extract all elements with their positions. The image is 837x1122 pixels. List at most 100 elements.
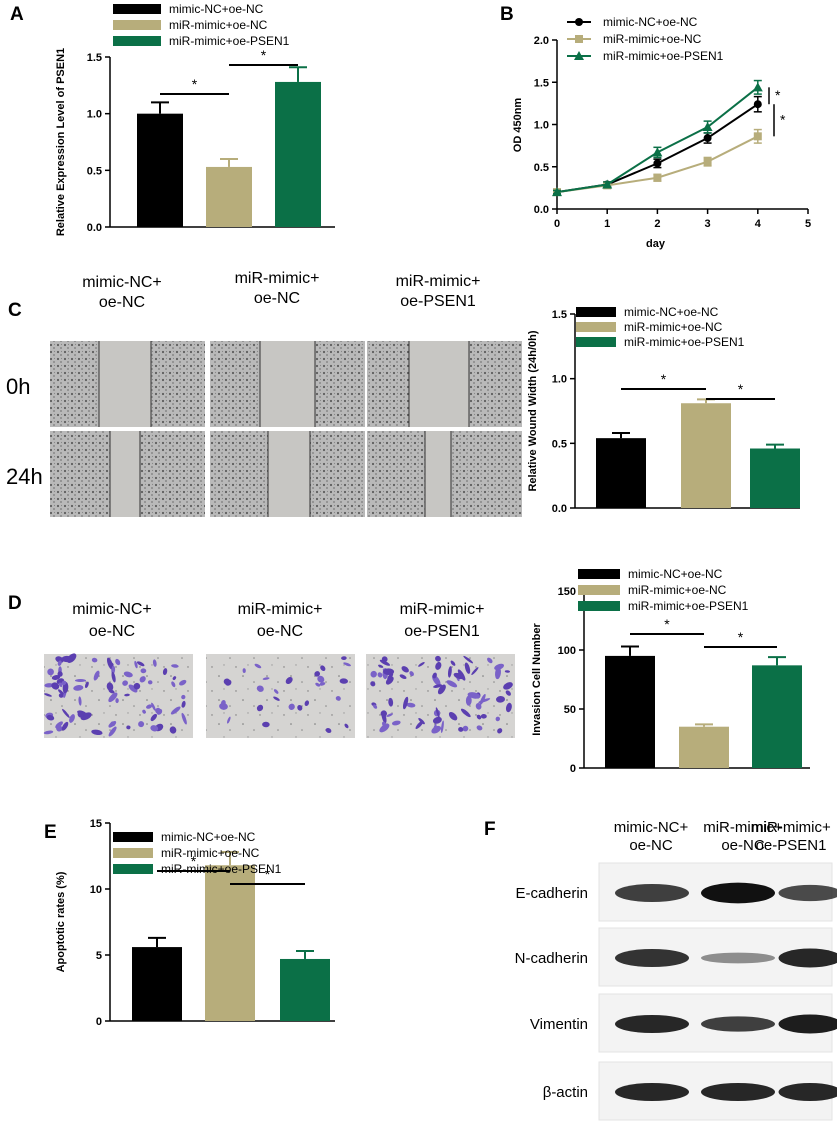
cell-stain — [304, 700, 310, 707]
cell-stain — [418, 662, 425, 667]
cell-stain — [373, 704, 378, 709]
cell-stain — [51, 682, 60, 690]
chart-d-y-tick-label: 50 — [564, 704, 576, 716]
cell-stain — [435, 661, 442, 670]
cell-stain — [377, 672, 383, 678]
cell-stain — [69, 714, 75, 723]
cell-stain — [150, 713, 158, 722]
chart-d-y-tick-label: 0 — [570, 763, 576, 775]
cell-stain — [435, 707, 440, 718]
chart-a-significance-star: * — [192, 76, 198, 92]
cell-stain — [402, 696, 409, 710]
chart-c-wound-width: 0.0 0.5 1.0 1.5 Relative Wound Width (24h/0h… — [527, 305, 800, 515]
cell-stain — [170, 706, 181, 715]
chart-b-x-tick-label: 4 — [755, 218, 762, 230]
chart-b-x-tick-label: 3 — [705, 218, 711, 230]
chart-d-legend-label-2: miR-mimic+oe-NC — [628, 583, 727, 597]
chart-b-x-tick-label: 0 — [554, 218, 560, 230]
wound-group-label-1-line1: mimic-NC+ — [82, 274, 162, 291]
chart-b-point-1 — [753, 100, 762, 109]
cell-stain — [44, 683, 54, 688]
cell-stain — [138, 721, 145, 728]
cell-stain — [58, 693, 64, 698]
chart-c-legend-swatch-3 — [576, 337, 616, 347]
cell-stain — [480, 713, 487, 719]
cell-stain — [73, 685, 84, 691]
invasion-group-label-3-line1: miR-mimic+ — [400, 601, 485, 618]
chart-b-y-axis-label: OD 450nm — [512, 98, 524, 153]
cell-stain — [46, 714, 55, 721]
cell-stain — [315, 682, 321, 687]
cell-stain — [179, 679, 187, 686]
cell-stain — [450, 660, 456, 666]
blot-band — [615, 949, 689, 967]
cell-stain — [262, 721, 270, 728]
blot-band — [778, 1083, 837, 1101]
chart-b-point-3 — [602, 179, 613, 189]
chart-a-expression: 0.0 0.5 1.0 1.5 Relative Expression Level of… — [55, 2, 335, 236]
chart-d-significance-star: * — [738, 629, 744, 645]
cell-stain — [256, 685, 264, 692]
invasion-group-label-1-line2: oe-NC — [89, 623, 135, 640]
cell-stain — [223, 678, 231, 685]
chart-b-point-1 — [653, 159, 662, 168]
cell-stain — [385, 676, 394, 685]
cell-stain — [273, 696, 280, 701]
chart-e-bar-1 — [132, 947, 182, 1021]
chart-d-y-tick-label: 100 — [558, 645, 576, 657]
cell-stain — [432, 672, 437, 679]
cell-stain — [495, 716, 501, 722]
cell-stain — [325, 728, 332, 733]
cell-stain — [43, 730, 54, 735]
wound-image-0h-3 — [367, 341, 522, 427]
cell-stain — [383, 668, 395, 676]
chart-a-significance-star: * — [261, 47, 267, 63]
chart-b-proliferation: 0.0 0.5 1.0 1.5 2.0 0 1 2 3 4 5 day OD 450nm mimic-NC… — [512, 15, 811, 250]
chart-d-bar-1 — [605, 655, 655, 768]
cell-stain — [437, 684, 446, 695]
cell-stain — [495, 666, 501, 680]
cell-stain — [273, 689, 279, 694]
chart-a-y-tick-label: 0.0 — [87, 222, 102, 234]
cell-stain — [341, 656, 347, 661]
cell-stain — [134, 660, 138, 669]
invasion-group-label-3-line2: oe-PSEN1 — [404, 623, 480, 640]
blot-lane-label-2-line1: miR-mimic+ — [703, 819, 783, 836]
cell-stain — [140, 668, 147, 674]
wound-image-0h-1 — [50, 341, 205, 427]
cell-stain — [181, 712, 187, 725]
cell-stain — [84, 681, 89, 689]
cell-stain — [74, 679, 87, 682]
cell-stain — [343, 662, 351, 667]
chart-b-legend-marker-3 — [574, 51, 584, 60]
chart-b-x-axis-label: day — [646, 238, 666, 250]
invasion-image-2 — [206, 654, 355, 738]
chart-c-bar-2 — [681, 403, 731, 508]
chart-c-bar-1 — [596, 438, 646, 508]
chart-b-legend-marker-2 — [575, 35, 583, 43]
cell-stain — [77, 710, 87, 716]
cell-stain — [465, 695, 472, 706]
chart-e-legend-label-3: miR-mimic+oe-PSEN1 — [161, 862, 282, 876]
cell-stain — [110, 721, 116, 727]
cell-stain — [435, 655, 441, 662]
cell-stain — [150, 725, 159, 732]
blot-band — [701, 952, 775, 964]
chart-c-y-tick-label: 0.5 — [552, 438, 567, 450]
cell-stain — [418, 717, 425, 725]
cell-stain — [162, 668, 168, 676]
cell-stain — [106, 682, 114, 692]
chart-e-y-axis-label: Apoptotic rates (%) — [55, 871, 67, 972]
chart-b-y-tick-label: 2.0 — [534, 35, 549, 47]
blot-row-label: N-cadherin — [515, 950, 588, 967]
cell-stain — [219, 702, 228, 710]
chart-e-y-tick-label: 15 — [90, 818, 102, 830]
cell-stain — [61, 655, 73, 663]
cell-stain — [181, 694, 186, 700]
cell-stain — [147, 680, 153, 685]
cell-stain — [242, 668, 246, 673]
chart-d-significance-star: * — [664, 616, 670, 632]
chart-a-y-tick-label: 1.5 — [87, 52, 102, 64]
chart-b-legend-label-3: miR-mimic+oe-PSEN1 — [603, 49, 724, 63]
chart-b-point-2 — [753, 132, 762, 141]
